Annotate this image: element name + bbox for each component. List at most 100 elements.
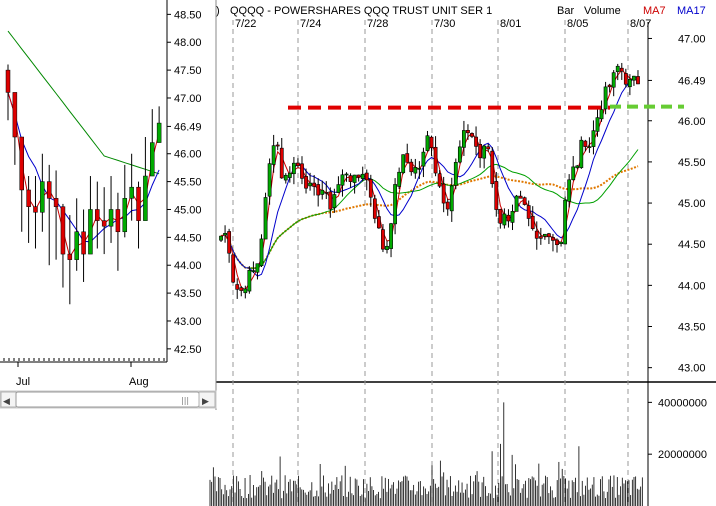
candle-body [583, 140, 588, 147]
scroll-right-button[interactable] [198, 391, 216, 408]
inset-candle-body [95, 209, 100, 221]
inset-price-tick-label: 47.00 [174, 93, 202, 105]
candle-body [372, 198, 377, 219]
candle-body [271, 145, 276, 165]
candle-body [405, 153, 410, 163]
ma7-line [220, 69, 639, 291]
candle-body [239, 287, 244, 291]
inset-candle-body [129, 186, 134, 199]
candle-body [470, 133, 474, 137]
candle-body [441, 183, 446, 204]
candle-body [530, 215, 535, 229]
candle-body [227, 231, 232, 254]
candle-body [551, 237, 555, 241]
candle-body [219, 235, 223, 241]
price-tick-label: 43.50 [678, 322, 706, 334]
candle-body [445, 201, 450, 210]
candle-body [555, 239, 559, 246]
inset-candle-body [5, 69, 11, 93]
candle-body [457, 146, 462, 163]
ma7-legend[interactable]: MA7 [643, 5, 666, 17]
annotation-lines [288, 104, 684, 110]
inset-candle-body [67, 253, 73, 260]
candle-body [368, 179, 373, 198]
candle-body [283, 174, 288, 181]
inset-candle-body [12, 92, 18, 138]
candle-body [401, 154, 406, 174]
candle-body [619, 67, 624, 72]
candle-body [542, 233, 547, 237]
date-tick-label: 8/05 [567, 18, 588, 30]
candle-body [575, 165, 580, 168]
inset-candle-body [122, 198, 128, 233]
candle-body [324, 192, 329, 194]
candle-body [235, 284, 240, 290]
inset-price-tick-label: 46.00 [174, 149, 202, 161]
candle-body [429, 136, 434, 148]
candle-body [336, 184, 341, 193]
chart-title: QQQQ - POWERSHARES QQQ TRUST UNIT SER 1 [230, 5, 492, 17]
candle-body [437, 173, 442, 187]
candle-body [522, 197, 527, 205]
candle-body [425, 135, 430, 151]
candle-body [251, 270, 256, 272]
inset-scrollbar[interactable]: ◀ ||| ▶ [0, 390, 217, 409]
inset-candle-body [108, 209, 114, 227]
candle-body [255, 263, 260, 273]
candle-body [502, 213, 507, 226]
candle-body [599, 109, 604, 120]
candle-body [296, 162, 300, 167]
price-tick-label: 44.50 [678, 239, 706, 251]
inset-price-tick-label: 45.50 [174, 177, 202, 189]
candle-body [385, 245, 389, 250]
inset-price-tick-label: 48.50 [174, 9, 202, 21]
candle-body [611, 72, 616, 88]
date-tick-label: 7/24 [300, 18, 321, 30]
date-tick-label: 7/22 [235, 18, 256, 30]
inset-month-label: Jul [16, 376, 30, 388]
bar-mode-label[interactable]: Bar [557, 5, 574, 17]
volume-mode-label[interactable]: Volume [584, 5, 621, 17]
price-tick-label: 43.00 [678, 363, 706, 375]
inset-candle-body [33, 206, 38, 213]
inset-price-tick-label: 43.00 [174, 316, 202, 328]
inset-candle-body [74, 231, 79, 260]
candle-body [279, 147, 284, 179]
panel-frames [216, 22, 716, 506]
inset-green-ma [7, 30, 160, 175]
candle-body [518, 195, 523, 199]
candle-body [474, 136, 478, 147]
candle-body [449, 185, 454, 212]
inset-price-tick-label: 48.00 [174, 37, 202, 49]
inset-candle-body [19, 136, 24, 191]
candle-body [231, 254, 236, 283]
date-tick-label: 7/28 [367, 18, 388, 30]
candle-body [591, 130, 596, 147]
candle-body [462, 130, 466, 148]
candle-body [627, 78, 632, 88]
candle-body [498, 209, 503, 224]
candle-body [603, 86, 608, 110]
candle-body [304, 176, 308, 189]
inset-price-tick-label: 42.50 [174, 344, 202, 356]
candle-body [632, 75, 636, 81]
candle-body [320, 189, 325, 195]
volume-tick-label: 20000000 [658, 449, 707, 461]
scroll-thumb[interactable] [15, 391, 200, 408]
candle-body [243, 288, 248, 294]
candle-body [494, 181, 499, 210]
price-tick-label: 45.50 [678, 157, 706, 169]
candle-body [263, 197, 268, 240]
inset-month-label: Aug [129, 376, 149, 388]
candle-body [510, 211, 515, 223]
candle-body [340, 174, 345, 186]
candle-body [316, 184, 321, 196]
scroll-grip-icon: ||| [181, 396, 189, 405]
candle-body [534, 230, 539, 239]
candle-body [259, 238, 264, 267]
candle-body [409, 161, 414, 173]
candle-body [453, 162, 458, 186]
ma17-legend[interactable]: MA17 [677, 5, 706, 17]
